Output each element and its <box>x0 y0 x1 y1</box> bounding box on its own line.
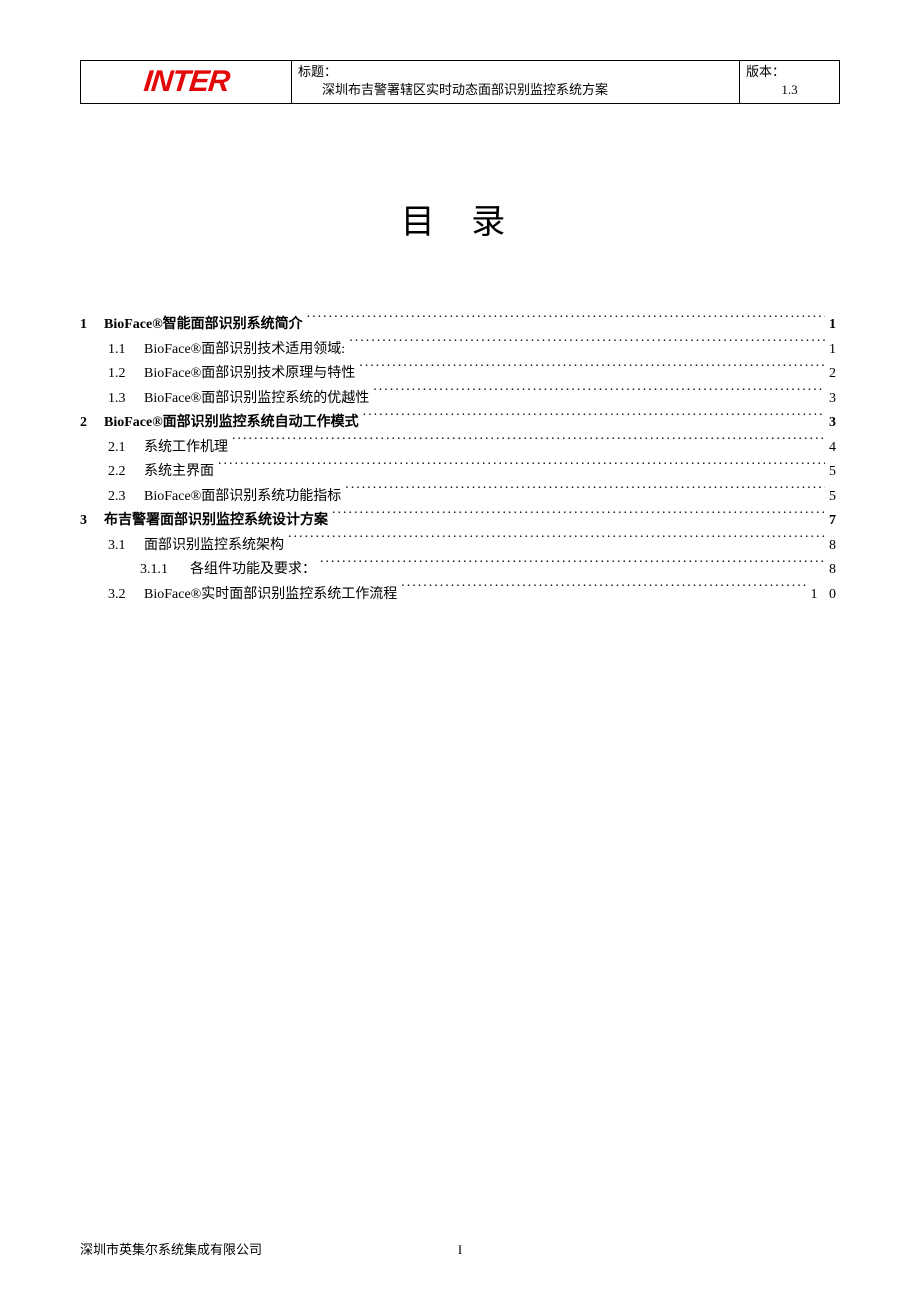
toc-page-number: 3 <box>825 387 840 412</box>
header-version-cell: 版本： 1.3 <box>739 61 839 103</box>
toc-text: BioFace®面部识别系统功能指标 <box>144 485 345 510</box>
toc-number: 1.2 <box>80 362 144 387</box>
toc-entry: 3.1.1各组件功能及要求： 8 <box>80 558 840 583</box>
toc-text: 面部识别监控系统架构 <box>144 534 288 559</box>
header-version-label: 版本： <box>746 63 833 81</box>
page: INTER 标题： 深圳布吉警署辖区实时动态面部识别监控系统方案 版本： 1.3… <box>0 0 920 607</box>
header-logo-cell: INTER <box>81 61 291 103</box>
footer-company: 深圳市英集尔系统集成有限公司 <box>80 1239 262 1258</box>
toc-entry: 2.1系统工作机理 4 <box>80 436 840 461</box>
toc-page-number: 8 <box>825 534 840 559</box>
toc-leader-dots <box>288 535 825 549</box>
toc-leader-dots <box>349 339 825 353</box>
toc-entry: 3布吉警署面部识别监控系统设计方案 7 <box>80 509 840 534</box>
toc-page-number: 5 <box>825 460 840 485</box>
toc-leader-dots <box>401 584 806 598</box>
toc-text: BioFace®面部识别监控系统的优越性 <box>144 387 373 412</box>
toc-text: BioFace®面部识别监控系统自动工作模式 <box>104 411 363 436</box>
toc-leader-dots <box>307 314 825 328</box>
toc-leader-dots <box>218 461 825 475</box>
toc-leader-dots <box>363 412 825 426</box>
toc-entry: 3.1面部识别监控系统架构 8 <box>80 534 840 559</box>
header-title-cell: 标题： 深圳布吉警署辖区实时动态面部识别监控系统方案 <box>291 61 739 103</box>
toc-page-number: 3 <box>825 411 840 436</box>
toc-number: 2 <box>80 411 104 436</box>
table-of-contents: 1BioFace®智能面部识别系统简介11.1BioFace®面部识别技术适用领… <box>80 313 840 607</box>
toc-number: 1 <box>80 313 104 338</box>
toc-page-number: 2 <box>825 362 840 387</box>
toc-leader-dots <box>373 388 825 402</box>
footer-page-number: I <box>458 1242 462 1258</box>
toc-number: 1.1 <box>80 338 144 363</box>
toc-entry: 2BioFace®面部识别监控系统自动工作模式 3 <box>80 411 840 436</box>
toc-number: 3.1 <box>80 534 144 559</box>
toc-entry: 3.2BioFace®实时面部识别监控系统工作流程 1 0 <box>80 583 840 608</box>
toc-leader-dots <box>359 363 825 377</box>
header-title-value: 深圳布吉警署辖区实时动态面部识别监控系统方案 <box>298 81 733 99</box>
toc-leader-dots <box>232 437 825 451</box>
toc-leader-dots <box>320 559 825 573</box>
toc-text: 各组件功能及要求： <box>190 558 320 583</box>
toc-number: 2.3 <box>80 485 144 510</box>
toc-entry: 2.3BioFace®面部识别系统功能指标 5 <box>80 485 840 510</box>
toc-text: BioFace®智能面部识别系统简介 <box>104 313 307 338</box>
header-title-label: 标题： <box>298 63 733 81</box>
toc-page-number: 1 <box>825 313 840 338</box>
toc-leader-dots <box>332 510 825 524</box>
toc-number: 3.2 <box>80 583 144 608</box>
logo-text: INTER <box>142 65 231 99</box>
toc-entry: 2.2系统主界面 5 <box>80 460 840 485</box>
toc-number: 1.3 <box>80 387 144 412</box>
toc-text: 布吉警署面部识别监控系统设计方案 <box>104 509 332 534</box>
toc-text: BioFace®面部识别技术适用领域: <box>144 338 349 363</box>
toc-page-number: 7 <box>825 509 840 534</box>
toc-number: 2.1 <box>80 436 144 461</box>
toc-number: 3 <box>80 509 104 534</box>
page-title: 目 录 <box>80 194 840 243</box>
toc-page-number: 1 0 <box>807 583 841 608</box>
toc-page-number: 1 <box>825 338 840 363</box>
header-version-value: 1.3 <box>746 81 833 99</box>
toc-text: 系统主界面 <box>144 460 218 485</box>
toc-page-number: 8 <box>825 558 840 583</box>
toc-entry: 1.1BioFace®面部识别技术适用领域: 1 <box>80 338 840 363</box>
toc-text: BioFace®实时面部识别监控系统工作流程 <box>144 583 401 608</box>
toc-entry: 1.3BioFace®面部识别监控系统的优越性 3 <box>80 387 840 412</box>
toc-entry: 1.2BioFace®面部识别技术原理与特性 2 <box>80 362 840 387</box>
toc-text: BioFace®面部识别技术原理与特性 <box>144 362 359 387</box>
header-table: INTER 标题： 深圳布吉警署辖区实时动态面部识别监控系统方案 版本： 1.3 <box>80 60 840 104</box>
toc-page-number: 4 <box>825 436 840 461</box>
toc-number: 2.2 <box>80 460 144 485</box>
toc-page-number: 5 <box>825 485 840 510</box>
toc-text: 系统工作机理 <box>144 436 232 461</box>
toc-leader-dots <box>345 486 825 500</box>
toc-number: 3.1.1 <box>80 558 190 583</box>
toc-entry: 1BioFace®智能面部识别系统简介1 <box>80 313 840 338</box>
